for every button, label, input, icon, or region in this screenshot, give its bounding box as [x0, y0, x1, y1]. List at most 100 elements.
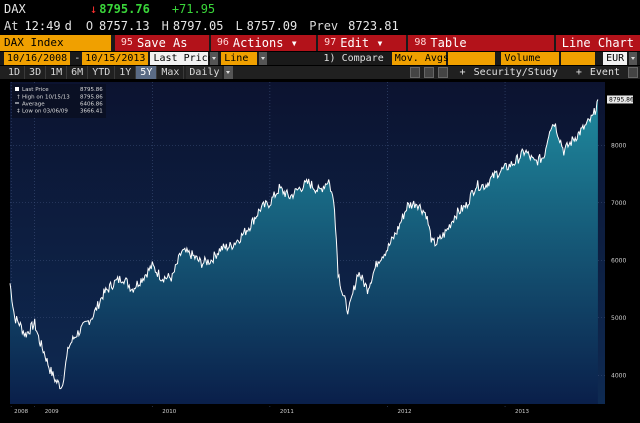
open-value: 8757.13 [99, 19, 150, 33]
save-as-label: Save As [136, 36, 188, 50]
period-5y[interactable]: 5Y [136, 66, 158, 79]
save-as-number: 95 [120, 37, 133, 48]
x-tick-label: 2012 [397, 409, 411, 415]
price-field-select[interactable]: Last Price [150, 52, 214, 65]
start-date-field[interactable]: 10/16/2008 [4, 52, 71, 65]
period-1y[interactable]: 1Y [115, 66, 137, 79]
y-axis-ticks: 4000 5000 6000 7000 8000 [611, 142, 626, 379]
security-study-button[interactable]: Security/Study [473, 67, 558, 78]
quote-header: DAX ↓ 8795.76 +71.95 [0, 0, 640, 18]
y-tick-label: 8000 [611, 142, 626, 149]
actions-button[interactable]: 96 Actions ▾ [210, 35, 317, 51]
y-tick-label: 6000 [611, 257, 626, 264]
zoom-tool-icon[interactable] [437, 67, 448, 78]
price-line [9, 99, 599, 390]
x-tick-label: 2013 [515, 409, 529, 415]
event-button[interactable]: Event [589, 67, 620, 78]
edit-number: 97 [324, 37, 337, 48]
style-select[interactable]: Line [221, 52, 257, 65]
period-1d[interactable]: 1D [4, 66, 26, 79]
period-toolbar: 1D 3D 1M 6M YTD 1Y 5Y Max Daily + Securi… [0, 66, 640, 79]
settings-toolbar: 10/16/2008 - 10/15/2013 Last Price Line … [0, 52, 640, 65]
main-toolbar: DAX Index 95 Save As 96 Actions ▾ 97 Edi… [0, 35, 640, 51]
y-tick-label: 7000 [611, 200, 626, 207]
edit-button[interactable]: 97 Edit ▾ [318, 35, 407, 51]
compare-button[interactable]: 1) Compare [323, 53, 384, 64]
period-6m[interactable]: 6M [67, 66, 89, 79]
event-extra-icon[interactable] [628, 67, 638, 78]
last-price: 8795.76 [99, 2, 150, 16]
edit-label: Edit ▾ [340, 36, 384, 50]
event-icon[interactable]: + [575, 67, 582, 78]
plus-icon[interactable]: + [459, 67, 466, 78]
end-date-field[interactable]: 10/15/2013 [82, 52, 149, 65]
volume-extra-field[interactable] [561, 52, 596, 65]
currency-dropdown-icon[interactable] [629, 52, 637, 65]
legend-box [12, 84, 106, 118]
legend-value-average: 6406.86 [80, 102, 103, 108]
volume-select[interactable]: Volume [501, 52, 560, 65]
legend-label-average: Average [22, 102, 45, 108]
open-label: O [85, 19, 94, 33]
draw-tool-icon[interactable] [409, 67, 420, 78]
legend-label-last: Last Price [22, 87, 49, 93]
period-ytd[interactable]: YTD [88, 66, 116, 79]
prev-label: Prev [309, 19, 339, 33]
mov-avgs-field[interactable]: Mov. Avgs [391, 52, 449, 65]
x-axis-ticks: 2008 2009 2010 2011 2012 2013 [14, 409, 529, 415]
last-price-tag-box [607, 95, 633, 104]
down-arrow-icon: ↓ [90, 2, 98, 16]
security-index-field[interactable]: DAX Index [0, 35, 111, 51]
legend-marker-high: † [17, 95, 20, 101]
save-as-button[interactable]: 95 Save As [114, 35, 209, 51]
actions-label: Actions ▾ [232, 36, 298, 50]
chart-type-button[interactable]: Line Chart [555, 35, 640, 51]
last-price-tag-text: 8795.86 [609, 96, 634, 103]
price-field-dropdown-icon[interactable] [210, 52, 219, 65]
at-label: At [4, 19, 19, 33]
currency-select[interactable]: EUR [603, 52, 628, 65]
frequency-dropdown-icon[interactable] [224, 66, 234, 79]
y-tick-label: 5000 [611, 315, 626, 322]
legend-label-high: High on 10/15/13 [22, 95, 70, 101]
quote-stats: At 12:49 d O 8757.13 H 8797.05 L 8757.09… [0, 18, 640, 34]
legend-swatch-last [15, 87, 19, 91]
net-change: +71.95 [171, 2, 216, 16]
quote-time: 12:49 [24, 19, 61, 33]
low-label: L [235, 19, 243, 33]
chart-type-label: Line Chart [561, 36, 634, 50]
legend-label-low: Low on 03/06/09 [22, 109, 68, 115]
time-suffix: d [64, 19, 72, 33]
style-dropdown-icon[interactable] [258, 52, 267, 65]
period-3d[interactable]: 3D [25, 66, 47, 79]
price-chart[interactable]: 4000 5000 6000 7000 8000 2008 2009 2010 2011 201… [0, 80, 640, 420]
x-tick-label: 2008 [14, 409, 28, 415]
date-separator: - [74, 53, 81, 64]
legend-value-low: 3666.41 [80, 109, 103, 115]
legend-swatch-average [15, 102, 19, 104]
price-area [10, 99, 598, 404]
x-tick-label: 2009 [45, 409, 59, 415]
legend-value-last: 8795.86 [80, 87, 103, 93]
last-price-tag: 8795.86 [607, 95, 634, 104]
legend: Last Price 8795.86 † High on 10/15/13 87… [12, 84, 106, 118]
chart-svg: 4000 5000 6000 7000 8000 2008 2009 2010 2011 201… [0, 80, 640, 420]
prev-value: 8723.81 [348, 19, 399, 33]
legend-value-high: 8795.86 [80, 95, 103, 101]
ticker: DAX [4, 2, 26, 16]
high-value: 8797.05 [172, 19, 224, 33]
legend-marker-low: ‡ [17, 109, 20, 115]
period-1m[interactable]: 1M [46, 66, 68, 79]
high-label: H [161, 19, 169, 33]
frequency-select[interactable]: Daily [186, 66, 223, 79]
actions-number: 96 [216, 37, 229, 48]
y-tick-label: 4000 [611, 372, 626, 379]
table-label: Table [430, 36, 467, 50]
period-max[interactable]: Max [157, 66, 185, 79]
table-button[interactable]: 98 Table [408, 35, 554, 51]
annotate-tool-icon[interactable] [423, 67, 434, 78]
x-tick-label: 2010 [162, 409, 176, 415]
x-tick-label: 2011 [280, 409, 294, 415]
mov-avgs-value-field[interactable] [447, 52, 496, 65]
low-value: 8757.09 [246, 19, 298, 33]
